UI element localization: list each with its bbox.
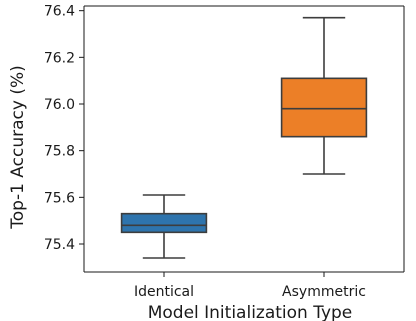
y-tick-label: 76.2	[44, 50, 75, 66]
x-tick-label: Asymmetric	[282, 284, 366, 300]
boxes	[120, 16, 368, 259]
y-tick-label: 75.8	[44, 144, 75, 160]
y-tick-label: 75.4	[44, 237, 75, 253]
x-ticks: Identical Asymmetric	[134, 272, 366, 300]
iqr-box	[120, 212, 208, 234]
y-tick-label: 75.6	[44, 190, 75, 206]
x-axis-title: Model Initialization Type	[148, 303, 353, 321]
box-asymmetric	[280, 16, 368, 175]
y-tick-label: 76.0	[44, 97, 75, 113]
iqr-box	[280, 77, 368, 138]
plot-area	[83, 5, 405, 273]
box-identical	[120, 194, 208, 259]
y-axis-title: Top-1 Accuracy (%)	[8, 65, 28, 229]
y-tick-label: 76.4	[44, 4, 75, 20]
x-tick-label: Identical	[134, 284, 194, 300]
y-ticks: 75.4 75.6 75.8 76.0 76.2 76.4	[44, 4, 84, 253]
